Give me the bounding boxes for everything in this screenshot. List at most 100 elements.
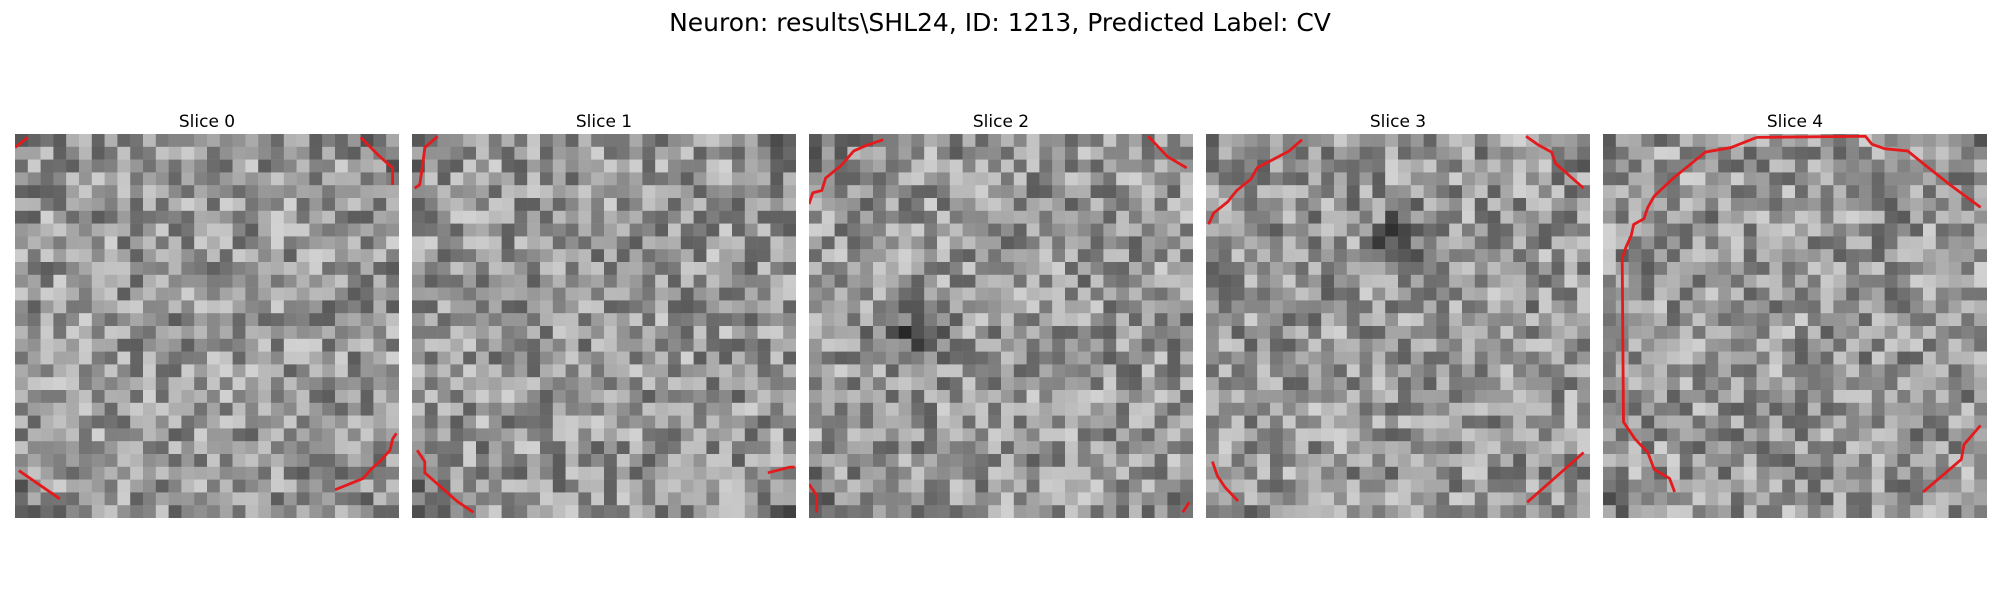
pixel [693, 492, 707, 506]
pixel [1346, 185, 1360, 199]
pixel [1859, 492, 1873, 506]
pixel [565, 441, 579, 455]
pixel [847, 313, 861, 327]
pixel [1500, 300, 1514, 314]
pixel [117, 364, 131, 378]
pixel [1436, 313, 1450, 327]
pixel [1334, 159, 1348, 173]
pixel [245, 313, 259, 327]
pixel [1282, 185, 1296, 199]
pixel [1923, 415, 1937, 429]
pixel [616, 466, 630, 480]
pixel [450, 326, 464, 340]
pixel [181, 402, 195, 416]
pixel [1679, 338, 1693, 352]
pixel [360, 262, 374, 276]
pixel [437, 249, 451, 263]
pixel [258, 287, 272, 301]
pixel [1820, 313, 1834, 327]
pixel [309, 479, 323, 493]
pixel [1282, 351, 1296, 365]
pixel [1513, 300, 1527, 314]
pixel [1474, 377, 1488, 391]
pixel [1001, 262, 1015, 276]
pixel [1231, 492, 1245, 506]
pixel [693, 236, 707, 250]
pixel [463, 159, 477, 173]
pixel [514, 198, 528, 212]
pixel [757, 172, 771, 186]
pixel [949, 351, 963, 365]
pixel [668, 249, 682, 263]
pixel [450, 505, 464, 518]
pixel [949, 185, 963, 199]
pixel [1385, 300, 1399, 314]
pixel [757, 505, 771, 518]
pixel [1295, 326, 1309, 340]
pixel [1731, 185, 1745, 199]
pixel [885, 198, 899, 212]
pixel [1654, 415, 1668, 429]
pixel [130, 466, 144, 480]
pixel [924, 428, 938, 442]
pixel [488, 223, 502, 237]
pixel [629, 390, 643, 404]
pixel [1257, 441, 1271, 455]
pixel [1705, 441, 1719, 455]
pixel [988, 454, 1002, 468]
pixel [40, 428, 54, 442]
pixel [1103, 249, 1117, 263]
pixel [1359, 402, 1373, 416]
pixel [924, 287, 938, 301]
pixel [335, 198, 349, 212]
pixel [1077, 223, 1091, 237]
pixel [706, 236, 720, 250]
pixel [719, 364, 733, 378]
pixel [1001, 172, 1015, 186]
pixel [1359, 441, 1373, 455]
pixel [130, 210, 144, 224]
pixel [1244, 262, 1258, 276]
pixel [693, 351, 707, 365]
pixel [1705, 262, 1719, 276]
pixel [1372, 287, 1386, 301]
pixel [949, 364, 963, 378]
pixel [1141, 377, 1155, 391]
pixel [591, 172, 605, 186]
pixel [1756, 236, 1770, 250]
pixel [245, 351, 259, 365]
pixel [1436, 479, 1450, 493]
pixel [1436, 441, 1450, 455]
pixel [680, 415, 694, 429]
pixel [1308, 300, 1322, 314]
pixel [1167, 364, 1181, 378]
pixel [412, 326, 426, 340]
pixel [1859, 351, 1873, 365]
pixel [578, 326, 592, 340]
pixel [962, 300, 976, 314]
pixel [1910, 390, 1924, 404]
pixel [1346, 146, 1360, 160]
pixel [949, 262, 963, 276]
pixel [232, 159, 246, 173]
pixel [540, 146, 554, 160]
pixel [1807, 505, 1821, 518]
pixel [219, 377, 233, 391]
pixel [1116, 300, 1130, 314]
pixel [1180, 300, 1193, 314]
pixel [1449, 185, 1463, 199]
pixel [514, 262, 528, 276]
pixel [975, 249, 989, 263]
pixel [1013, 262, 1027, 276]
pixel [1538, 338, 1552, 352]
pixel [66, 274, 80, 288]
pixel [1538, 390, 1552, 404]
pixel [168, 441, 182, 455]
pixel [527, 146, 541, 160]
pixel [1385, 428, 1399, 442]
pixel [501, 428, 515, 442]
pixel [604, 415, 618, 429]
pixel [1410, 134, 1424, 148]
contour-line [1181, 501, 1191, 514]
pixel [578, 262, 592, 276]
